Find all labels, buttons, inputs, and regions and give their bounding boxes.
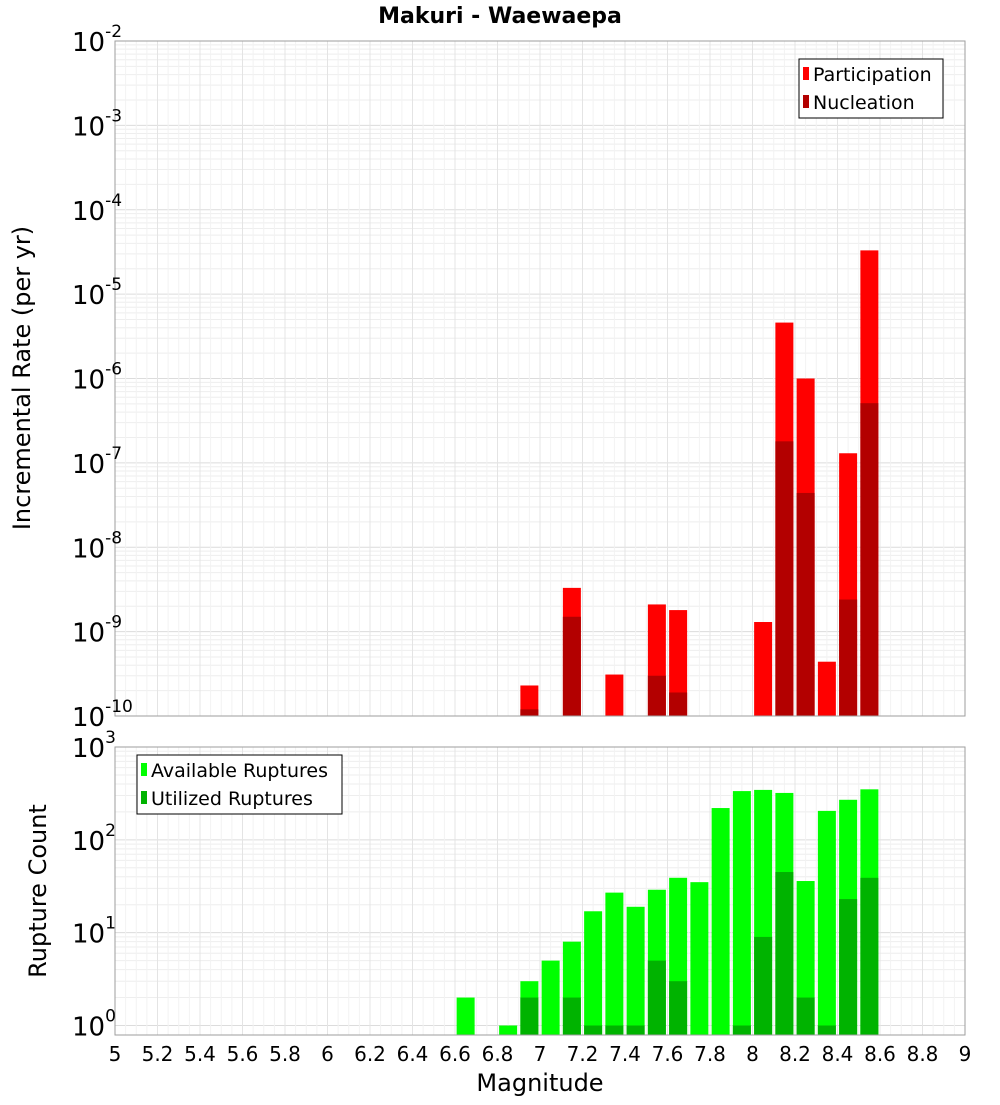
x-tick-label: 9	[959, 1042, 972, 1066]
bar-utilized-ruptures	[605, 1025, 624, 1035]
x-tick-label: 5.2	[142, 1042, 174, 1066]
bar-utilized-ruptures	[860, 877, 879, 1035]
x-axis-ticks: 5 5.2 5.4 5.6 5.8 6 6.2 6.4 6.6 6.8 7 7.2 7.4 7.6 7.8 8…	[109, 1042, 972, 1066]
bar-utilized-ruptures	[626, 1025, 645, 1035]
bar-available-ruptures	[817, 810, 836, 1035]
x-tick-label: 6.2	[354, 1042, 386, 1066]
bar-nucleation	[796, 492, 815, 716]
bar-utilized-ruptures	[732, 1025, 751, 1035]
bar-nucleation	[520, 709, 539, 716]
bar-participation	[817, 661, 836, 716]
y-axis-label: Incremental Rate (per yr)	[8, 226, 36, 530]
bar-available-ruptures	[732, 791, 751, 1035]
x-tick-label: 6.4	[397, 1042, 429, 1066]
bar-participation	[754, 622, 773, 716]
chart-title: Makuri - Waewaepa	[378, 4, 622, 29]
bar-utilized-ruptures	[754, 936, 773, 1035]
legend-label: Available Ruptures	[151, 760, 328, 782]
y-tick-label: 10-3	[72, 106, 122, 142]
x-tick-label: 5.4	[184, 1042, 216, 1066]
y-tick-label: 10-2	[72, 22, 122, 58]
x-tick-label: 6.8	[482, 1042, 514, 1066]
bar-nucleation	[647, 675, 666, 716]
legend-swatch	[803, 95, 809, 108]
bar-utilized-ruptures	[839, 899, 858, 1035]
bar-utilized-ruptures	[562, 997, 581, 1035]
bar-nucleation	[860, 403, 879, 716]
y-tick-label: 10-7	[72, 444, 122, 480]
y-tick-label: 10-8	[72, 528, 122, 564]
legend-box	[136, 754, 343, 815]
x-tick-label: 8.8	[907, 1042, 939, 1066]
x-tick-label: 5	[109, 1042, 122, 1066]
x-tick-label: 5.6	[227, 1042, 259, 1066]
bar-utilized-ruptures	[520, 997, 539, 1035]
y-tick-label: 10-4	[72, 191, 122, 227]
legend-swatch	[141, 791, 147, 804]
bar-nucleation	[562, 616, 581, 716]
x-tick-label: 8.4	[822, 1042, 854, 1066]
x-tick-label: 5.8	[269, 1042, 301, 1066]
bar-utilized-ruptures	[796, 997, 815, 1035]
bar-available-ruptures	[584, 911, 603, 1035]
legend: Participation Nucleation	[798, 58, 944, 119]
legend-label: Utilized Ruptures	[151, 788, 313, 810]
legend-swatch	[803, 67, 809, 80]
bar-available-ruptures	[690, 882, 709, 1035]
bar-utilized-ruptures	[775, 872, 794, 1035]
x-tick-label: 7.2	[567, 1042, 599, 1066]
y-tick-label: 10-6	[72, 360, 122, 396]
bar-participation	[669, 610, 688, 716]
bar-nucleation	[669, 692, 688, 716]
y-tick-label: 100	[72, 1006, 116, 1042]
bar-available-ruptures	[456, 997, 475, 1035]
legend-label: Nucleation	[813, 92, 915, 114]
x-tick-label: 7.4	[609, 1042, 641, 1066]
x-tick-label: 6.6	[439, 1042, 471, 1066]
bar-nucleation	[775, 441, 794, 716]
plot-border	[114, 746, 966, 1036]
y-tick-label: 103	[72, 728, 116, 764]
bar-available-ruptures	[499, 1025, 518, 1035]
bar-utilized-ruptures	[669, 981, 688, 1035]
bar-participation	[520, 685, 539, 716]
x-tick-label: 6	[321, 1042, 334, 1066]
grid-lines	[114, 40, 966, 717]
x-tick-label: 7.8	[694, 1042, 726, 1066]
bar-available-ruptures	[541, 960, 560, 1035]
bar-utilized-ruptures	[647, 960, 666, 1035]
bar-utilized-ruptures	[817, 1025, 836, 1035]
series-nucleation	[520, 403, 879, 716]
y-tick-label: 102	[72, 821, 116, 857]
plot-border	[114, 40, 966, 717]
y-tick-label: 10-9	[72, 613, 122, 649]
bar-utilized-ruptures	[584, 1025, 603, 1035]
x-tick-label: 8.2	[779, 1042, 811, 1066]
legend-swatch	[141, 763, 147, 776]
bar-nucleation	[839, 599, 858, 716]
x-tick-label: 8.6	[864, 1042, 896, 1066]
legend: Available Ruptures Utilized Ruptures	[136, 754, 343, 815]
bar-available-ruptures	[711, 808, 730, 1035]
x-axis-label: Magnitude	[476, 1069, 603, 1097]
y-tick-label: 10-10	[72, 697, 133, 733]
bar-participation	[605, 674, 624, 716]
y-axis-label: Rupture Count	[24, 804, 52, 978]
x-tick-label: 8	[746, 1042, 759, 1066]
series-utilized-ruptures	[520, 872, 879, 1035]
bar-available-ruptures	[796, 881, 815, 1035]
y-tick-label: 10-5	[72, 275, 122, 311]
bar-available-ruptures	[626, 906, 645, 1035]
y-tick-label: 101	[72, 914, 116, 950]
x-tick-label: 7.6	[652, 1042, 684, 1066]
legend-box	[798, 58, 944, 119]
legend-label: Participation	[813, 64, 932, 86]
x-tick-label: 7	[534, 1042, 547, 1066]
bar-available-ruptures	[605, 892, 624, 1035]
